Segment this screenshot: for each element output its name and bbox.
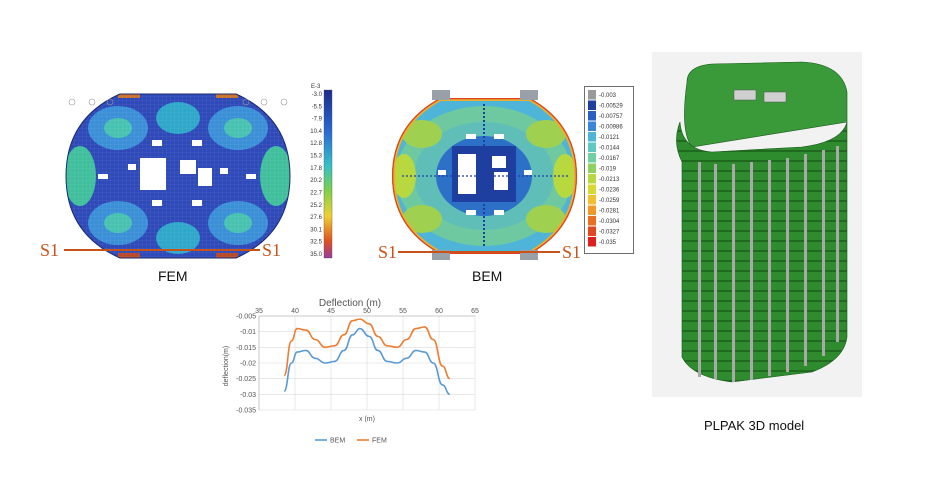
fem-legend-label: -7.9 [312, 117, 323, 123]
fem-legend-label: -12.8 [310, 141, 323, 147]
bem-legend-swatch [588, 121, 596, 131]
chart-ylabel: deflection(m) [223, 346, 230, 386]
x-tick-label: 40 [291, 308, 299, 315]
fem-legend-label: -20.2 [310, 178, 323, 184]
bem-legend-label: -0.0144 [599, 146, 620, 152]
plpak-3d-model [652, 52, 862, 397]
bem-legend-swatch [588, 163, 596, 173]
bem-legend-label: -0.035 [599, 240, 617, 246]
bem-color-legend: -0.003 -0.00529 -0.00757 -0.00986 -0.0121 -0.… [584, 86, 634, 254]
x-tick-label: 50 [363, 308, 371, 315]
bem-legend-swatch [588, 184, 596, 194]
bem-legend-label: -0.003 [599, 93, 617, 99]
bem-legend-label: -0.00986 [599, 125, 623, 131]
fem-section-right-label: S1 [262, 240, 282, 260]
deflection-chart: Deflection (m) -0.005 -0.01 -0.015 -0.02 -0.… [223, 298, 479, 445]
bem-legend-label: -0.00757 [599, 114, 623, 120]
fem-section-left-label: S1 [40, 240, 60, 260]
fem-section-line [64, 249, 260, 251]
x-tick-label: 45 [327, 308, 335, 315]
y-tick-label: -0.01 [240, 329, 256, 336]
bem-legend-swatch [588, 174, 596, 184]
bem-section-line [398, 251, 560, 253]
legend-label: FEM [372, 438, 387, 445]
bem-legend-swatch [588, 226, 596, 236]
bem-legend-label: -0.0281 [599, 209, 620, 215]
plpak-caption: PLPAK 3D model [704, 418, 805, 433]
y-tick-label: -0.015 [236, 345, 256, 352]
bem-section-left-label: S1 [378, 242, 398, 262]
bem-legend-swatch [588, 153, 596, 163]
bem-legend-label: -0.0304 [599, 219, 620, 225]
bem-legend-swatch [588, 195, 596, 205]
fem-legend-label: -10.4 [310, 129, 323, 135]
bem-legend-swatch [588, 100, 596, 110]
fem-legend-label: -3.0 [312, 92, 323, 98]
fem-legend-label: -17.8 [310, 166, 323, 172]
bem-contour-plot [392, 90, 577, 260]
chart-xlabel: x (m) [359, 416, 375, 423]
bem-section-right-label: S1 [562, 242, 582, 262]
fem-scale-exponent: E-3 [311, 84, 321, 90]
bem-legend-swatch [588, 205, 596, 215]
fem-legend-label: -15.3 [310, 154, 323, 160]
bem-legend-label: -0.019 [599, 167, 617, 173]
y-tick-label: -0.02 [240, 361, 256, 368]
x-tick-label: 55 [399, 308, 407, 315]
bem-legend-swatch [588, 90, 596, 100]
bem-legend-swatch [588, 111, 596, 121]
bem-legend-label: -0.00529 [599, 104, 623, 110]
bem-legend-swatch [588, 216, 596, 226]
fem-legend-label: -25.2 [310, 203, 323, 209]
fem-legend-label: -30.1 [310, 227, 323, 233]
bem-legend-swatch [588, 132, 596, 142]
bem-legend-label: -0.0213 [599, 177, 620, 183]
legend-label: BEM [330, 438, 345, 445]
y-tick-label: -0.025 [236, 376, 256, 383]
y-tick-label: -0.035 [236, 408, 256, 415]
fem-legend-label: -32.5 [310, 240, 323, 246]
fem-legend-label: -22.7 [310, 190, 323, 196]
bem-legend-swatch [588, 142, 596, 152]
bem-legend-swatch [588, 237, 596, 247]
fem-legend-label: -5.5 [312, 104, 323, 110]
series-line-fem [283, 318, 451, 380]
y-tick-label: -0.03 [240, 392, 256, 399]
bem-legend-label: -0.0121 [599, 135, 620, 141]
bem-legend-label: -0.0327 [599, 230, 620, 236]
fem-color-legend: E-3 -3.0 -5.5 -7.9 -10.4 -12.8 -15.3 -17.8 -20.… [310, 84, 333, 259]
fem-label: FEM [158, 268, 188, 284]
x-tick-label: 35 [255, 308, 263, 315]
bem-label: BEM [472, 268, 503, 284]
bem-legend-label: -0.0236 [599, 188, 620, 194]
x-tick-label: 65 [471, 308, 479, 315]
fem-legend-label: -27.6 [310, 215, 323, 221]
y-tick-label: -0.005 [236, 314, 256, 321]
x-tick-label: 60 [435, 308, 443, 315]
series-line-bem [283, 327, 451, 396]
fem-legend-label: -35.0 [310, 252, 323, 258]
bem-legend-label: -0.0259 [599, 198, 620, 204]
bem-legend-label: -0.0167 [599, 156, 620, 162]
chart-title: Deflection (m) [319, 298, 381, 309]
fem-contour-plot [65, 93, 291, 259]
